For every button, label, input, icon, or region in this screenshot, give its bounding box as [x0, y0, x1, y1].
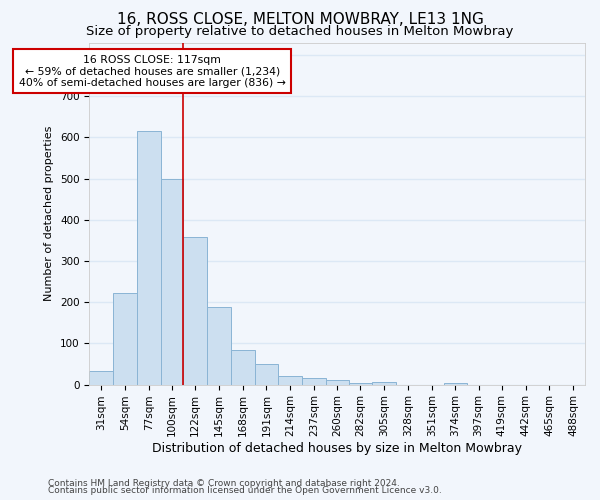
Bar: [372, 382, 396, 384]
Bar: [254, 364, 278, 384]
Bar: [231, 350, 254, 384]
Bar: [443, 382, 467, 384]
Bar: [113, 293, 137, 384]
Text: 16 ROSS CLOSE: 117sqm
← 59% of detached houses are smaller (1,234)
40% of semi-d: 16 ROSS CLOSE: 117sqm ← 59% of detached …: [19, 55, 286, 88]
X-axis label: Distribution of detached houses by size in Melton Mowbray: Distribution of detached houses by size …: [152, 442, 522, 455]
Bar: [137, 131, 161, 384]
Bar: [278, 376, 302, 384]
Bar: [89, 372, 113, 384]
Bar: [302, 378, 326, 384]
Y-axis label: Number of detached properties: Number of detached properties: [44, 126, 55, 301]
Text: Contains HM Land Registry data © Crown copyright and database right 2024.: Contains HM Land Registry data © Crown c…: [48, 478, 400, 488]
Bar: [326, 380, 349, 384]
Bar: [184, 237, 207, 384]
Bar: [349, 382, 372, 384]
Text: Size of property relative to detached houses in Melton Mowbray: Size of property relative to detached ho…: [86, 25, 514, 38]
Bar: [161, 178, 184, 384]
Bar: [207, 307, 231, 384]
Text: 16, ROSS CLOSE, MELTON MOWBRAY, LE13 1NG: 16, ROSS CLOSE, MELTON MOWBRAY, LE13 1NG: [116, 12, 484, 28]
Text: Contains public sector information licensed under the Open Government Licence v3: Contains public sector information licen…: [48, 486, 442, 495]
